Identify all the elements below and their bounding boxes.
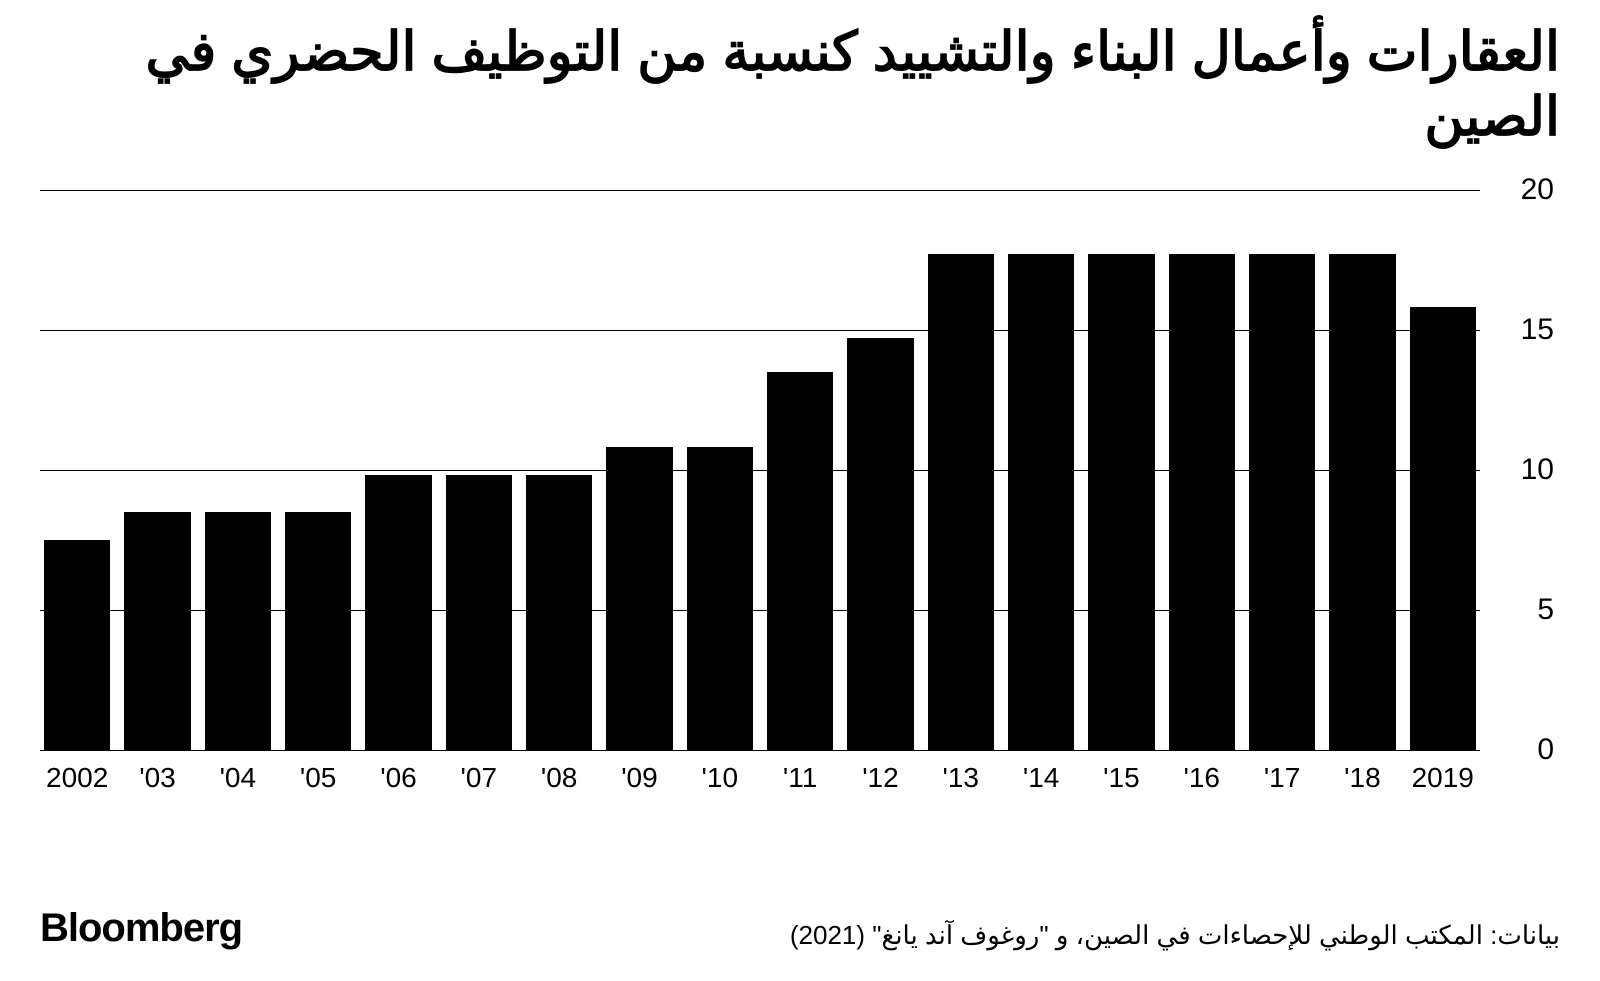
x-tick-label: '09 — [606, 750, 672, 810]
source-label: بيانات: المكتب الوطني للإحصاءات في الصين… — [790, 920, 1560, 951]
bar — [205, 512, 271, 750]
x-tick-label: '05 — [285, 750, 351, 810]
x-tick-label: '14 — [1008, 750, 1074, 810]
bar — [1329, 254, 1395, 750]
gridline — [40, 610, 1480, 611]
x-tick-label: 2019 — [1410, 750, 1476, 810]
bar — [1008, 254, 1074, 750]
plot-area — [40, 190, 1480, 750]
bar — [767, 372, 833, 750]
x-tick-label: 2002 — [44, 750, 110, 810]
x-tick-label: '13 — [928, 750, 994, 810]
x-tick-label: '16 — [1169, 750, 1235, 810]
x-tick-label: '04 — [205, 750, 271, 810]
brand-label: Bloomberg — [40, 906, 242, 951]
y-tick-label: 5 — [1490, 593, 1560, 627]
y-tick-label: 15 — [1490, 313, 1560, 347]
bar — [1410, 307, 1476, 749]
x-tick-label: '08 — [526, 750, 592, 810]
x-tick-label: '17 — [1249, 750, 1315, 810]
bar — [124, 512, 190, 750]
bar — [606, 447, 672, 749]
y-tick-label: 10 — [1490, 453, 1560, 487]
x-tick-label: '06 — [365, 750, 431, 810]
chart-title: العقارات وأعمال البناء والتشييد كنسبة من… — [40, 20, 1560, 150]
chart-footer: Bloomberg بيانات: المكتب الوطني للإحصاءا… — [40, 906, 1560, 951]
bar — [365, 475, 431, 749]
y-tick-label: 0 — [1490, 733, 1560, 767]
x-tick-label: '10 — [687, 750, 753, 810]
bar — [1249, 254, 1315, 750]
y-tick-label: 20 — [1490, 173, 1560, 207]
x-tick-label: '07 — [446, 750, 512, 810]
bar — [1088, 254, 1154, 750]
x-axis-labels: 2002'03'04'05'06'07'08'09'10'11'12'13'14… — [40, 750, 1480, 810]
bar — [446, 475, 512, 749]
gridline — [40, 330, 1480, 331]
gridline — [40, 470, 1480, 471]
gridline — [40, 190, 1480, 191]
bar — [285, 512, 351, 750]
bar — [687, 447, 753, 749]
x-tick-label: '12 — [847, 750, 913, 810]
x-tick-label: '11 — [767, 750, 833, 810]
y-axis-labels: 05101520 — [1490, 190, 1560, 750]
x-tick-label: '18 — [1329, 750, 1395, 810]
chart-container: العقارات وأعمال البناء والتشييد كنسبة من… — [40, 20, 1560, 961]
x-tick-label: '15 — [1088, 750, 1154, 810]
chart-area: 05101520 2002'03'04'05'06'07'08'09'10'11… — [40, 190, 1560, 810]
bar — [847, 338, 913, 750]
bar — [1169, 254, 1235, 750]
bar — [928, 254, 994, 750]
bar — [526, 475, 592, 749]
x-tick-label: '03 — [124, 750, 190, 810]
bar — [44, 540, 110, 750]
